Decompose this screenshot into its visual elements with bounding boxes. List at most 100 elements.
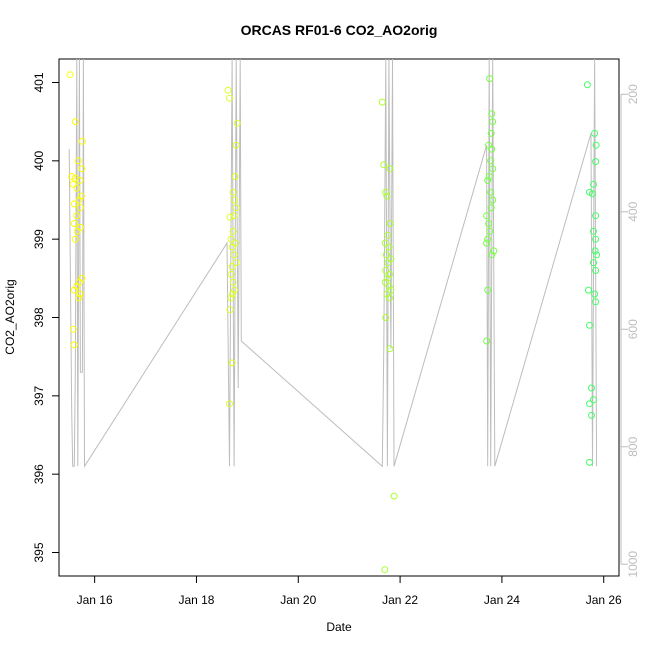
data-point-flight-5-16 — [592, 298, 600, 306]
data-point-flight-2-22 — [226, 306, 234, 314]
data-point-flight-3-11 — [384, 259, 392, 267]
y-tick-label-2: 397 — [32, 386, 46, 406]
x-tick-label-2: Jan 20 — [280, 593, 316, 607]
data-point-flight-2-16 — [228, 263, 236, 271]
data-point-flight-3-22 — [390, 492, 398, 500]
y-tick-label-3: 398 — [32, 307, 46, 327]
data-point-flight-3-19 — [385, 294, 393, 302]
x-tick-label-3: Jan 22 — [382, 593, 418, 607]
data-points — [66, 71, 601, 574]
data-point-flight-4-16 — [484, 235, 492, 243]
data-point-flight-3-13 — [385, 270, 393, 278]
data-point-flight-1-24 — [75, 294, 83, 302]
data-point-flight-4-8 — [485, 173, 493, 180]
data-point-flight-2-1 — [226, 94, 233, 102]
x-axis-label: Date — [326, 620, 352, 634]
data-point-flight-2-23 — [228, 359, 236, 367]
x-axis: Jan 16 Jan 18 Jan 20 Jan 22 Jan 24 Jan 26 — [77, 576, 622, 607]
data-point-flight-3-17 — [387, 286, 395, 294]
y-axis-label: CO2_AO2orig — [3, 279, 17, 354]
data-point-flight-3-14 — [383, 274, 391, 282]
data-point-flight-1-1 — [71, 118, 79, 126]
data-point-flight-3-21 — [386, 345, 394, 353]
plot-frame — [58, 58, 620, 577]
data-point-flight-2-13 — [228, 243, 236, 251]
data-point-flight-5-18 — [588, 384, 595, 392]
data-point-flight-3-16 — [385, 282, 393, 290]
data-point-flight-3-0 — [378, 98, 386, 106]
data-point-flight-3-8 — [385, 243, 393, 251]
data-point-flight-3-4 — [383, 192, 391, 200]
data-point-flight-5-0 — [583, 81, 591, 89]
data-point-flight-2-11 — [227, 235, 235, 243]
y-tick-label-6: 401 — [32, 72, 46, 92]
y-axis-right: 200 400 600 800 1000 — [620, 84, 640, 578]
data-point-flight-4-21 — [483, 337, 491, 345]
data-point-flight-4-11 — [489, 196, 497, 204]
data-point-flight-3-15 — [381, 278, 389, 286]
data-point-flight-2-24 — [226, 400, 233, 408]
data-point-flight-5-17 — [586, 321, 593, 329]
data-point-flight-5-11 — [593, 251, 601, 259]
data-point-flight-5-14 — [585, 286, 592, 294]
right-tick-label-0: 200 — [626, 84, 640, 104]
data-point-flight-1-18 — [71, 235, 79, 243]
data-point-flight-5-3 — [592, 158, 600, 166]
data-point-flight-2-7 — [232, 204, 240, 212]
x-tick-label-5: Jan 26 — [586, 593, 622, 607]
data-point-flight-3-7 — [381, 239, 389, 247]
data-point-flight-5-22 — [586, 458, 593, 466]
data-point-flight-1-5 — [68, 173, 76, 180]
x-tick-label-0: Jan 16 — [77, 593, 113, 607]
data-point-flight-1-8 — [69, 180, 77, 188]
flight-track-lines — [68, 58, 598, 469]
data-point-flight-3-6 — [384, 231, 392, 239]
data-point-flight-4-5 — [488, 145, 496, 153]
data-point-flight-1-7 — [76, 176, 84, 184]
data-point-flight-5-8 — [590, 227, 597, 235]
data-point-flight-5-10 — [591, 247, 599, 255]
data-point-flight-4-0 — [486, 75, 494, 83]
data-point-flight-4-18 — [490, 247, 498, 255]
data-point-flight-1-3 — [74, 157, 82, 165]
data-point-flight-1-11 — [75, 196, 83, 204]
data-point-flight-1-17 — [73, 227, 81, 235]
data-point-flight-5-12 — [590, 259, 597, 267]
data-point-flight-2-19 — [231, 286, 239, 294]
chart-title: ORCAS RF01-6 CO2_AO2orig — [241, 22, 438, 38]
data-point-flight-2-6 — [231, 196, 239, 204]
data-point-flight-4-7 — [489, 165, 497, 173]
data-point-flight-5-13 — [592, 267, 600, 274]
data-point-flight-1-14 — [73, 212, 81, 220]
data-point-flight-2-15 — [232, 259, 240, 267]
data-point-flight-4-3 — [487, 129, 495, 137]
data-point-flight-4-20 — [484, 286, 492, 294]
data-point-flight-1-15 — [70, 220, 78, 227]
x-tick-label-4: Jan 24 — [484, 593, 520, 607]
data-point-flight-2-2 — [233, 119, 241, 127]
data-point-flight-3-2 — [382, 188, 390, 196]
data-point-flight-1-23 — [76, 290, 84, 298]
data-point-flight-2-14 — [230, 251, 238, 259]
data-point-flight-3-5 — [386, 220, 394, 227]
right-tick-label-4: 1000 — [626, 551, 640, 578]
data-point-flight-2-3 — [232, 141, 240, 149]
data-point-flight-4-1 — [488, 110, 496, 118]
data-point-flight-1-13 — [76, 204, 84, 212]
data-point-flight-1-9 — [73, 184, 81, 192]
data-point-flight-4-19 — [488, 251, 496, 259]
data-point-flight-1-0 — [66, 71, 74, 79]
data-point-flight-5-7 — [592, 212, 600, 220]
data-point-flight-2-20 — [229, 290, 237, 298]
data-point-flight-4-6 — [487, 157, 495, 165]
data-point-flight-4-17 — [483, 239, 491, 247]
data-point-flight-2-18 — [229, 278, 237, 286]
right-tick-label-3: 800 — [626, 436, 640, 456]
y-tick-label-5: 400 — [32, 151, 46, 171]
data-point-flight-5-4 — [590, 180, 597, 188]
data-point-flight-4-12 — [487, 204, 495, 212]
data-point-flight-2-17 — [227, 270, 235, 278]
data-point-flight-2-8 — [230, 212, 238, 220]
data-point-flight-2-4 — [231, 173, 239, 180]
